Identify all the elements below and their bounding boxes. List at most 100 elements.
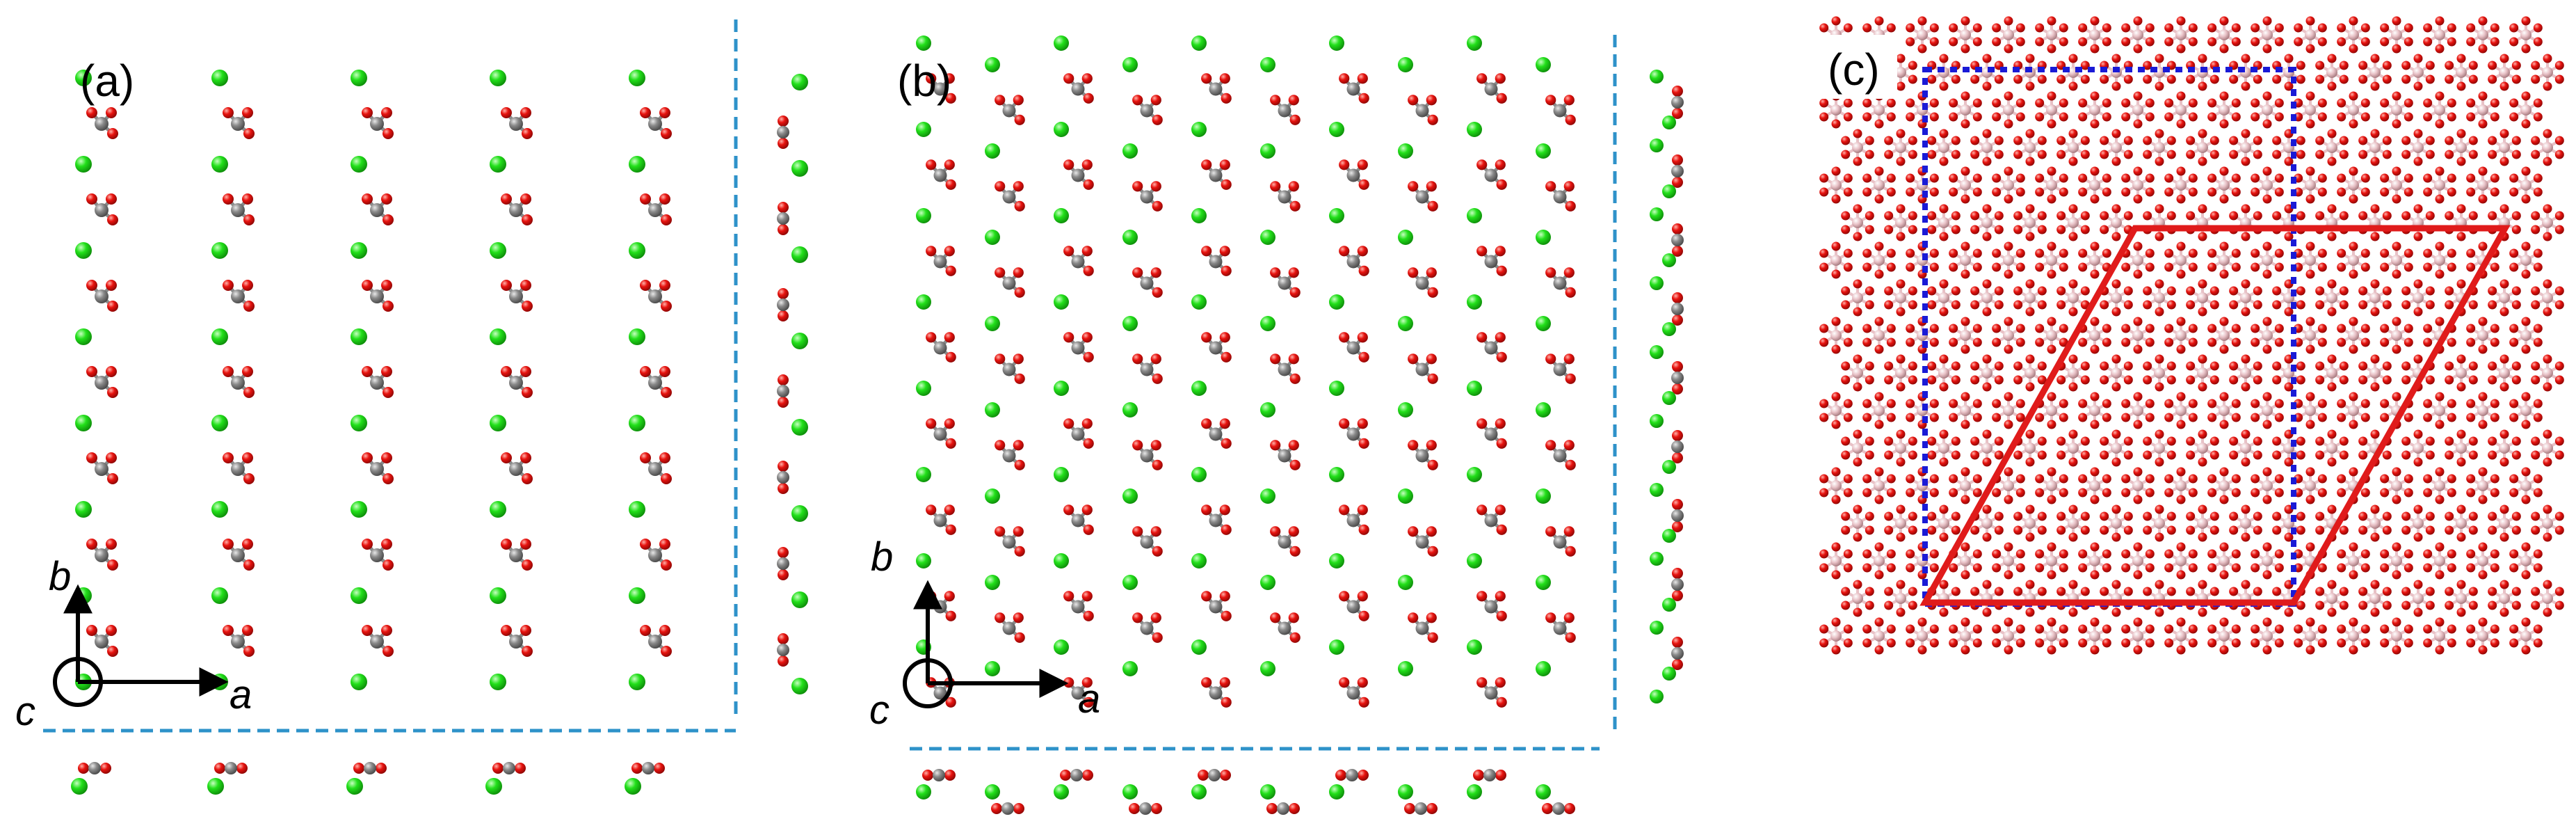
oxygen-atom [1014, 546, 1025, 557]
oxygen-atom [640, 280, 651, 291]
metal-atom [1054, 294, 1069, 310]
lattice-unit [2100, 54, 2133, 91]
oxygen-atom [86, 625, 97, 636]
oxygen-atom [640, 107, 651, 118]
carbonate-group [223, 366, 255, 398]
carbon-atom [1484, 255, 1498, 269]
lattice-unit [1992, 542, 2025, 580]
carbonate-group [1201, 591, 1232, 621]
oxygen-atom [1270, 267, 1281, 278]
lattice-unit [2100, 429, 2133, 467]
lattice-unit [1819, 392, 1853, 429]
carbonate-group [362, 366, 394, 398]
carbon-atom [1071, 255, 1085, 269]
metal-atom [1260, 575, 1275, 590]
oxygen-atom [1288, 612, 1299, 623]
oxygen-atom [1339, 159, 1350, 170]
carbonate-group [1201, 159, 1232, 190]
metal-atom [1398, 661, 1413, 676]
carbon-atom [1278, 276, 1291, 290]
carbon-atom [1209, 82, 1223, 96]
lattice-unit [2035, 317, 2068, 354]
metal-atom [490, 587, 506, 604]
metal-atom [916, 784, 931, 800]
metal-atom [985, 316, 1000, 331]
oxygen-atom [945, 351, 956, 363]
metal-atom [1650, 483, 1664, 497]
carbon-atom [1071, 168, 1085, 182]
metal-atom [1260, 230, 1275, 245]
lattice-unit [2294, 16, 2327, 54]
carbon-atom [1484, 82, 1498, 96]
lattice-unit [2013, 354, 2047, 392]
oxygen-atom [1289, 114, 1301, 125]
metal-atom [211, 70, 228, 86]
lattice-unit [1927, 504, 1961, 542]
metal-atom [1662, 253, 1676, 267]
oxygen-atom [1201, 73, 1212, 84]
oxygen-atom [1219, 677, 1230, 688]
oxygen-atom [520, 193, 531, 205]
oxygen-atom [995, 95, 1006, 106]
lattice-unit [2380, 241, 2413, 279]
carbonate-group [640, 366, 672, 398]
carbon-atom [1002, 363, 1016, 376]
metal-atom [1329, 639, 1344, 655]
carbon-atom [1209, 686, 1223, 700]
metal-atom [1054, 208, 1069, 223]
lattice-unit [1970, 354, 2004, 392]
carbonate-group [1270, 181, 1301, 212]
lattice-unit [2531, 279, 2564, 317]
oxygen-atom [1289, 287, 1301, 298]
lattice-unit [2466, 617, 2499, 655]
lattice-unit [1949, 392, 1982, 429]
carbonate-group [1545, 526, 1576, 557]
oxygen-atom [1339, 418, 1350, 429]
carbon-atom [1140, 190, 1154, 204]
lattice-unit [2380, 467, 2413, 504]
lattice-unit [2121, 166, 2155, 204]
metal-atom [1398, 575, 1413, 590]
oxygen-atom [1013, 181, 1024, 192]
lattice-unit [2445, 580, 2478, 617]
metal-atom [351, 415, 367, 431]
oxygen-atom [945, 438, 956, 449]
oxygen-atom [1081, 159, 1093, 170]
metal-atom [490, 328, 506, 345]
carbonate-group [362, 452, 394, 484]
oxygen-atom [223, 625, 234, 636]
metal-atom [1650, 276, 1664, 290]
lattice-unit [2251, 91, 2284, 129]
lattice-unit [2186, 279, 2219, 317]
oxygen-atom [362, 280, 373, 291]
oxygen-atom [1426, 95, 1437, 106]
lattice-unit [2337, 317, 2370, 354]
carbon-atom [231, 117, 245, 131]
oxygen-atom [86, 280, 97, 291]
metal-atom [1662, 529, 1676, 543]
oxygen-atom [1150, 95, 1161, 106]
oxygen-atom [1201, 677, 1212, 688]
lattice-unit [2143, 129, 2176, 166]
panel-c-atom-lattice [1819, 16, 2564, 655]
carbon-atom [1346, 686, 1360, 700]
metal-atom [629, 70, 645, 86]
lattice-unit [2100, 504, 2133, 542]
lattice-unit [2337, 241, 2370, 279]
carbon-atom [1484, 600, 1498, 614]
metal-atom [351, 674, 367, 690]
metal-atom [211, 501, 228, 518]
lattice-unit [2466, 317, 2499, 354]
oxygen-atom [1083, 179, 1094, 190]
oxygen-atom [1357, 159, 1368, 170]
carbon-atom [1140, 276, 1154, 290]
metal-atom [351, 156, 367, 173]
oxygen-atom [1565, 459, 1576, 470]
metal-atom [485, 778, 502, 795]
lattice-unit [2164, 392, 2198, 429]
oxygen-atom [1495, 246, 1506, 257]
carbon-atom [1002, 190, 1016, 204]
co2-molecule [631, 762, 665, 774]
oxygen-atom [659, 280, 670, 291]
lattice-unit [2466, 392, 2499, 429]
